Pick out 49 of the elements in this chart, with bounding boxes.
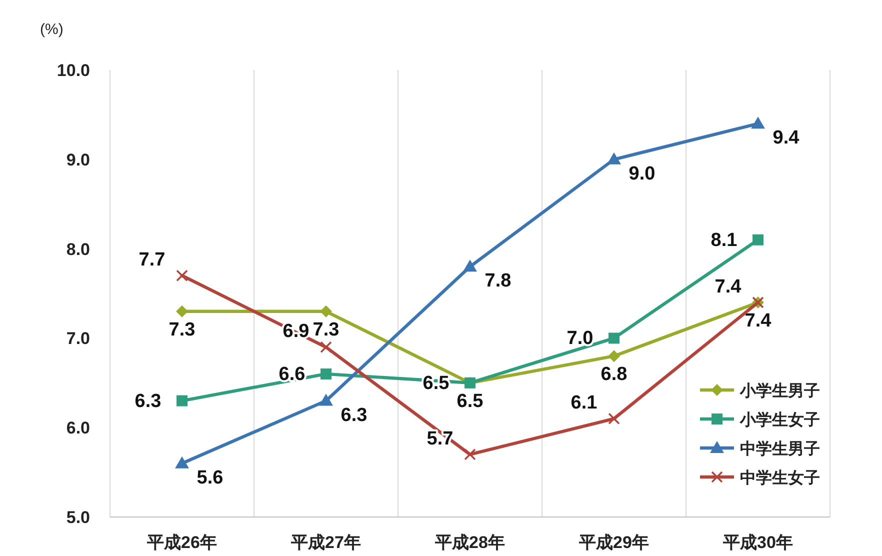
legend-label: 中学生男子: [740, 440, 820, 458]
y-tick-label: 7.0: [66, 329, 90, 348]
data-label: 7.0: [566, 328, 594, 350]
data-label: 7.3: [312, 319, 340, 340]
y-tick-label: 8.0: [66, 240, 90, 259]
point: [752, 234, 764, 246]
data-label: 9.0: [628, 163, 656, 184]
x-tick-label: 平成30年: [722, 533, 793, 552]
y-tick-label: 9.0: [66, 150, 90, 170]
legend-label: 小学生女子: [739, 411, 820, 429]
x-tick-label: 平成27年: [290, 533, 361, 552]
point: [463, 260, 477, 272]
x-tick-label: 平成28年: [434, 533, 505, 552]
data-label: 5.7: [426, 428, 454, 450]
point: [464, 448, 476, 460]
data-label: 6.3: [134, 390, 162, 412]
point: [176, 270, 188, 282]
data-label: 8.1: [710, 230, 738, 251]
x-tick-label: 平成26年: [146, 533, 217, 552]
data-label: 7.4: [714, 276, 742, 298]
point: [751, 116, 765, 129]
y-tick-label: 6.0: [66, 418, 90, 438]
x-tick-label: 平成29年: [578, 533, 649, 552]
y-tick-label: 10.0: [56, 61, 90, 80]
point: [320, 368, 332, 380]
data-label: 7.7: [138, 250, 166, 271]
point: [319, 394, 333, 406]
data-label: 6.5: [456, 390, 484, 412]
data-label: 6.1: [570, 392, 598, 414]
data-label: 9.4: [772, 128, 800, 149]
legend-label: 小学生男子: [739, 382, 820, 400]
data-label: 7.3: [168, 319, 196, 340]
point: [320, 341, 332, 354]
point: [608, 412, 620, 425]
point: [608, 350, 620, 362]
point: [607, 152, 621, 164]
data-label: 6.8: [600, 364, 628, 386]
data-label: 7.4: [744, 310, 772, 332]
point: [608, 332, 620, 344]
y-tick-label: 5.0: [66, 508, 90, 527]
data-label: 7.8: [484, 270, 512, 292]
point: [176, 305, 188, 318]
point: [176, 395, 188, 406]
data-label: 6.3: [340, 404, 368, 426]
legend-label: 中学生女子: [740, 469, 820, 487]
data-label: 5.6: [196, 467, 224, 488]
point: [320, 305, 332, 318]
point: [175, 456, 189, 468]
y-axis-title: (%): [40, 21, 64, 38]
